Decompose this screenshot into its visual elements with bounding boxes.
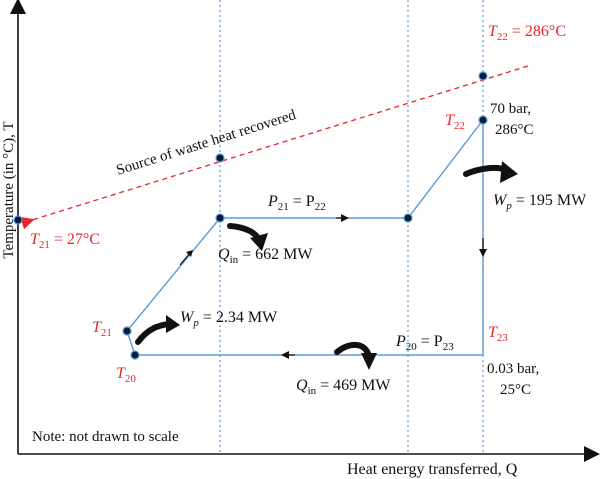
condition-low-line1: 0.03 bar, xyxy=(487,361,539,377)
condition-high-line2: 286°C xyxy=(495,122,534,138)
condition-high-line1: 70 bar, xyxy=(490,101,531,117)
condition-low-line2: 25°C xyxy=(500,382,531,398)
direction-arrow-diagonal xyxy=(179,252,191,266)
flow-qin-bottom: Qin = 469 MW xyxy=(296,377,391,397)
flow-qin-top: Qin = 662 MW xyxy=(218,246,313,266)
pressure-upper: P21 = P22 xyxy=(267,193,326,213)
label-t22-top: T22 = 286°C xyxy=(488,23,566,43)
scale-note: Note: not drawn to scale xyxy=(32,429,179,445)
label-t20: T20 xyxy=(116,365,136,385)
point-t21 xyxy=(122,326,132,336)
waste-heat-label: Source of waste heat recovered xyxy=(114,107,298,179)
label-t23: T23 xyxy=(488,324,508,344)
flow-wp-pump: Wp = 2.34 MW xyxy=(180,309,278,329)
waste-heat-line xyxy=(20,65,529,230)
x-axis-label: Heat energy transferred, Q xyxy=(347,461,518,478)
point-t20 xyxy=(130,350,140,360)
curved-arrow-turbine xyxy=(463,161,518,183)
label-t22: T22 xyxy=(445,112,465,132)
curved-arrow-pump xyxy=(135,315,180,345)
label-t21-left: T21 = 27°C xyxy=(30,231,100,251)
y-axis-label: Temperature (in °C), T xyxy=(1,121,17,258)
label-t21: T21 xyxy=(92,319,112,339)
point-saturated-liquid xyxy=(215,213,225,223)
point-waste-heat-source xyxy=(478,71,488,81)
point-saturated-vapor xyxy=(403,213,413,223)
pressure-lower: P20 = P23 xyxy=(395,333,454,353)
point-waste-heat-sink xyxy=(13,215,23,225)
flow-wp-turbine: Wp = 195 MW xyxy=(493,192,587,212)
point-t22 xyxy=(478,115,488,125)
point-waste-heat-mid xyxy=(215,153,225,163)
curved-arrow-heat-bottom xyxy=(334,342,377,370)
curved-arrow-heat-top xyxy=(227,223,268,251)
